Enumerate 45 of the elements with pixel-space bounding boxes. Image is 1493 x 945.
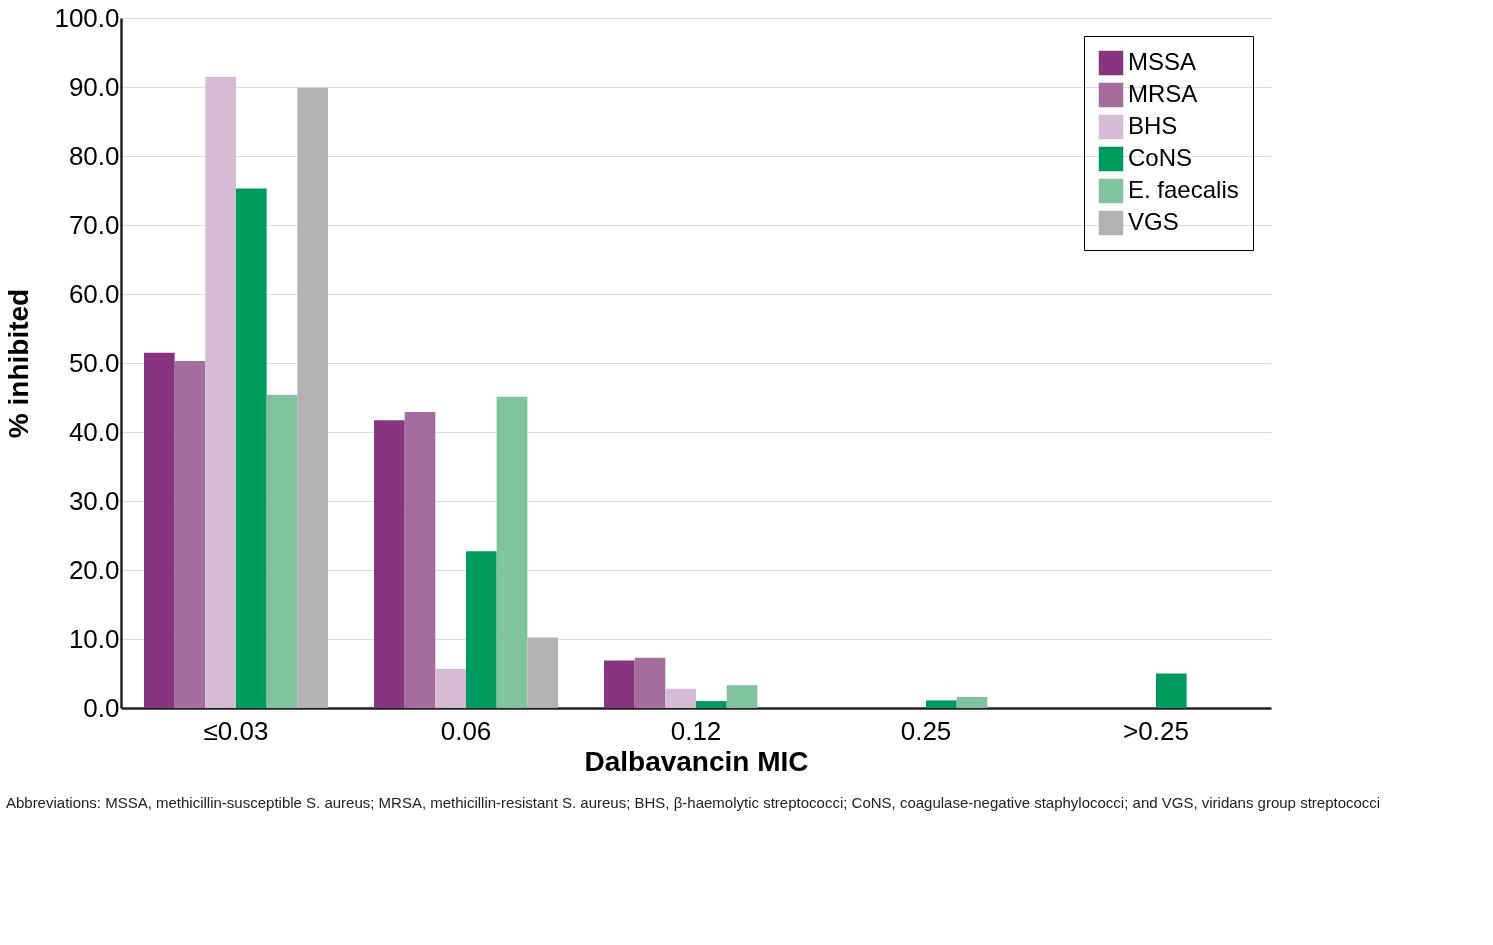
y-tick-label: 10.0	[68, 623, 120, 654]
x-tick-label: 0.12	[670, 715, 722, 746]
bar	[926, 700, 957, 708]
bar	[435, 668, 466, 708]
bar	[634, 657, 666, 708]
bar	[527, 637, 558, 708]
bar	[604, 660, 635, 708]
legend-label: BHS	[1128, 112, 1178, 139]
y-tick-label: 60.0	[68, 278, 120, 309]
bar	[297, 87, 328, 708]
y-tick-label: 80.0	[68, 140, 120, 171]
bar	[665, 688, 696, 708]
y-tick-label: 30.0	[68, 485, 120, 516]
y-tick-label: 70.0	[68, 209, 120, 240]
bar	[466, 551, 497, 708]
x-tick-label: 0.25	[900, 715, 952, 746]
text: Abbreviations: MSSA, methicillin-susceptible S. aureus; MRSA, methicillin-resistant S. aureus; BHS, β-haemolytic streptococci; CoNS, coagulase-negative staphylococci; and VGS, viridans group streptococci	[5, 794, 1381, 811]
legend-label: E. faecalis	[1128, 176, 1239, 203]
y-tick-label: 40.0	[68, 416, 120, 447]
y-axis-title: % inhibited	[3, 288, 35, 439]
y-tick-label: 90.0	[68, 71, 120, 102]
bar	[374, 420, 405, 708]
bar	[496, 396, 528, 708]
bar	[726, 685, 758, 708]
y-tick-label: 100.0	[54, 2, 120, 33]
bar	[236, 188, 267, 708]
x-axis-title: Dalbavancin MIC	[584, 745, 809, 777]
y-tick-label: 0.0	[83, 692, 120, 723]
legend-label: MSSA	[1128, 48, 1197, 75]
bar	[144, 352, 175, 708]
bar	[205, 76, 236, 708]
bar	[1156, 673, 1187, 708]
bar	[696, 701, 727, 708]
legend-label: CoNS	[1128, 144, 1193, 171]
x-tick-label: 0.06	[440, 715, 492, 746]
x-tick-label: ≤0.03	[203, 715, 269, 746]
bar	[266, 394, 298, 708]
bar	[404, 411, 436, 708]
y-tick-label: 20.0	[68, 554, 120, 585]
legend-label: MRSA	[1128, 80, 1198, 107]
legend-label: VGS	[1128, 208, 1179, 235]
y-tick-label: 50.0	[68, 347, 120, 378]
x-tick-label: >0.25	[1123, 715, 1189, 746]
bar	[174, 360, 206, 708]
bar	[956, 696, 988, 708]
